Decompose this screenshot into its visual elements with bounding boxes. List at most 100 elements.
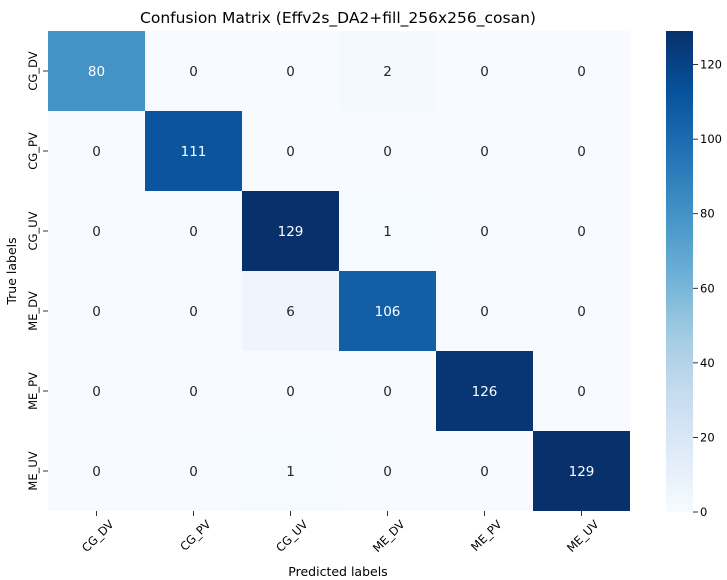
- x-tick-label: ME_DV: [370, 517, 408, 555]
- cell-value-label: 0: [286, 144, 295, 160]
- cell-value-label: 0: [92, 304, 101, 320]
- heatmap-cell: [339, 191, 436, 271]
- heatmap-cell: [242, 31, 339, 111]
- cell-value-label: 0: [577, 64, 586, 80]
- heatmap-cell: [436, 31, 533, 111]
- heatmap-cell: [48, 31, 145, 111]
- y-tick-label: ME_PV: [26, 372, 40, 410]
- colorbar-tick-label: 120: [700, 58, 722, 72]
- cell-value-label: 0: [286, 384, 295, 400]
- heatmap-cells: 80 0 0 2 0 0 0 111 0 0 0 0 0 0 129 1 0 0 0 0 6 106 0 0 0 0 0 0 126 0 0…: [48, 31, 630, 511]
- x-axis-ticks: CG_DV CG_PV CG_UV ME_DV ME_PV ME_UV: [79, 511, 602, 555]
- colorbar-tick-label: 0: [700, 505, 707, 519]
- cell-value-label: 0: [92, 224, 101, 240]
- cell-value-label: 0: [189, 64, 198, 80]
- cell-value-label: 1: [286, 464, 295, 480]
- heatmap-cell: [436, 351, 533, 431]
- heatmap-cell: [533, 31, 630, 111]
- y-tick-label: CG_PV: [26, 132, 40, 170]
- heatmap-cell: [242, 431, 339, 511]
- cell-value-label: 0: [92, 144, 101, 160]
- cell-value-label: 0: [577, 144, 586, 160]
- cell-value-label: 0: [577, 384, 586, 400]
- y-tick-label: CG_DV: [26, 51, 40, 90]
- cell-value-label: 126: [472, 384, 498, 400]
- x-tick-label: ME_UV: [564, 517, 602, 555]
- colorbar-ticks: 0 20 40 60 80 100 120: [693, 58, 722, 519]
- cell-value-label: 129: [569, 464, 595, 480]
- heatmap-cell: [436, 191, 533, 271]
- y-tick-label: ME_UV: [26, 451, 40, 490]
- heatmap-cell: [533, 191, 630, 271]
- cell-value-label: 1: [383, 224, 392, 240]
- cell-value-label: 0: [480, 304, 489, 320]
- cell-value-label: 0: [480, 224, 489, 240]
- cell-value-label: 0: [92, 384, 101, 400]
- cell-value-label: 0: [286, 64, 295, 80]
- heatmap-cell: [339, 111, 436, 191]
- x-tick-label: CG_UV: [273, 517, 311, 555]
- heatmap-cell: [145, 271, 242, 351]
- x-axis-label: Predicted labels: [288, 564, 387, 579]
- cell-value-label: 80: [88, 64, 105, 80]
- cell-value-label: 0: [189, 304, 198, 320]
- cell-value-label: 0: [577, 304, 586, 320]
- heatmap-cell: [533, 271, 630, 351]
- cell-value-label: 111: [181, 144, 207, 160]
- x-tick-label: ME_PV: [468, 517, 505, 554]
- cell-value-label: 6: [286, 304, 295, 320]
- cell-value-label: 0: [383, 144, 392, 160]
- heatmap-cell: [48, 271, 145, 351]
- x-tick-label: CG_PV: [177, 517, 214, 554]
- colorbar-tick-label: 20: [700, 430, 715, 444]
- colorbar-tick-label: 80: [700, 207, 715, 221]
- colorbar-tick-label: 60: [700, 281, 715, 295]
- heatmap-cell: [48, 431, 145, 511]
- heatmap-cell: [339, 351, 436, 431]
- heatmap-cell: [436, 111, 533, 191]
- heatmap-cell: [436, 431, 533, 511]
- heatmap-cell: [48, 111, 145, 191]
- cell-value-label: 129: [278, 224, 304, 240]
- y-axis-ticks: CG_DV CG_PV CG_UV ME_DV ME_PV ME_UV: [26, 51, 48, 491]
- heatmap-cell: [242, 191, 339, 271]
- x-tick-label: CG_DV: [79, 517, 117, 555]
- heatmap-cell: [533, 111, 630, 191]
- chart-title: Confusion Matrix (Effv2s_DA2+fill_256x25…: [140, 9, 536, 28]
- heatmap-cell: [145, 431, 242, 511]
- y-tick-label: CG_UV: [26, 211, 40, 250]
- cell-value-label: 0: [92, 464, 101, 480]
- cell-value-label: 0: [577, 224, 586, 240]
- colorbar-tick-label: 100: [700, 132, 722, 146]
- heatmap-cell: [339, 431, 436, 511]
- cell-value-label: 0: [383, 384, 392, 400]
- heatmap-cell: [339, 271, 436, 351]
- colorbar: [666, 31, 693, 512]
- y-tick-label: ME_DV: [26, 291, 40, 331]
- heatmap-cell: [145, 31, 242, 111]
- heatmap-cell: [48, 351, 145, 431]
- heatmap-cell: [436, 271, 533, 351]
- heatmap-cell: [533, 351, 630, 431]
- cell-value-label: 0: [480, 464, 489, 480]
- cell-value-label: 0: [189, 384, 198, 400]
- cell-value-label: 0: [189, 464, 198, 480]
- heatmap-cell: [339, 31, 436, 111]
- heatmap-cell: [242, 271, 339, 351]
- cell-value-label: 2: [383, 64, 392, 80]
- heatmap-cell: [145, 191, 242, 271]
- heatmap-cell: [145, 351, 242, 431]
- colorbar-tick-label: 40: [700, 356, 715, 370]
- y-axis-label: True labels: [4, 237, 19, 305]
- heatmap-cell: [533, 431, 630, 511]
- heatmap-cell: [242, 351, 339, 431]
- heatmap-cell: [48, 191, 145, 271]
- cell-value-label: 106: [375, 304, 401, 320]
- cell-value-label: 0: [480, 64, 489, 80]
- cell-value-label: 0: [189, 224, 198, 240]
- cell-value-label: 0: [480, 144, 489, 160]
- heatmap-cell: [145, 111, 242, 191]
- heatmap-cell: [242, 111, 339, 191]
- cell-value-label: 0: [383, 464, 392, 480]
